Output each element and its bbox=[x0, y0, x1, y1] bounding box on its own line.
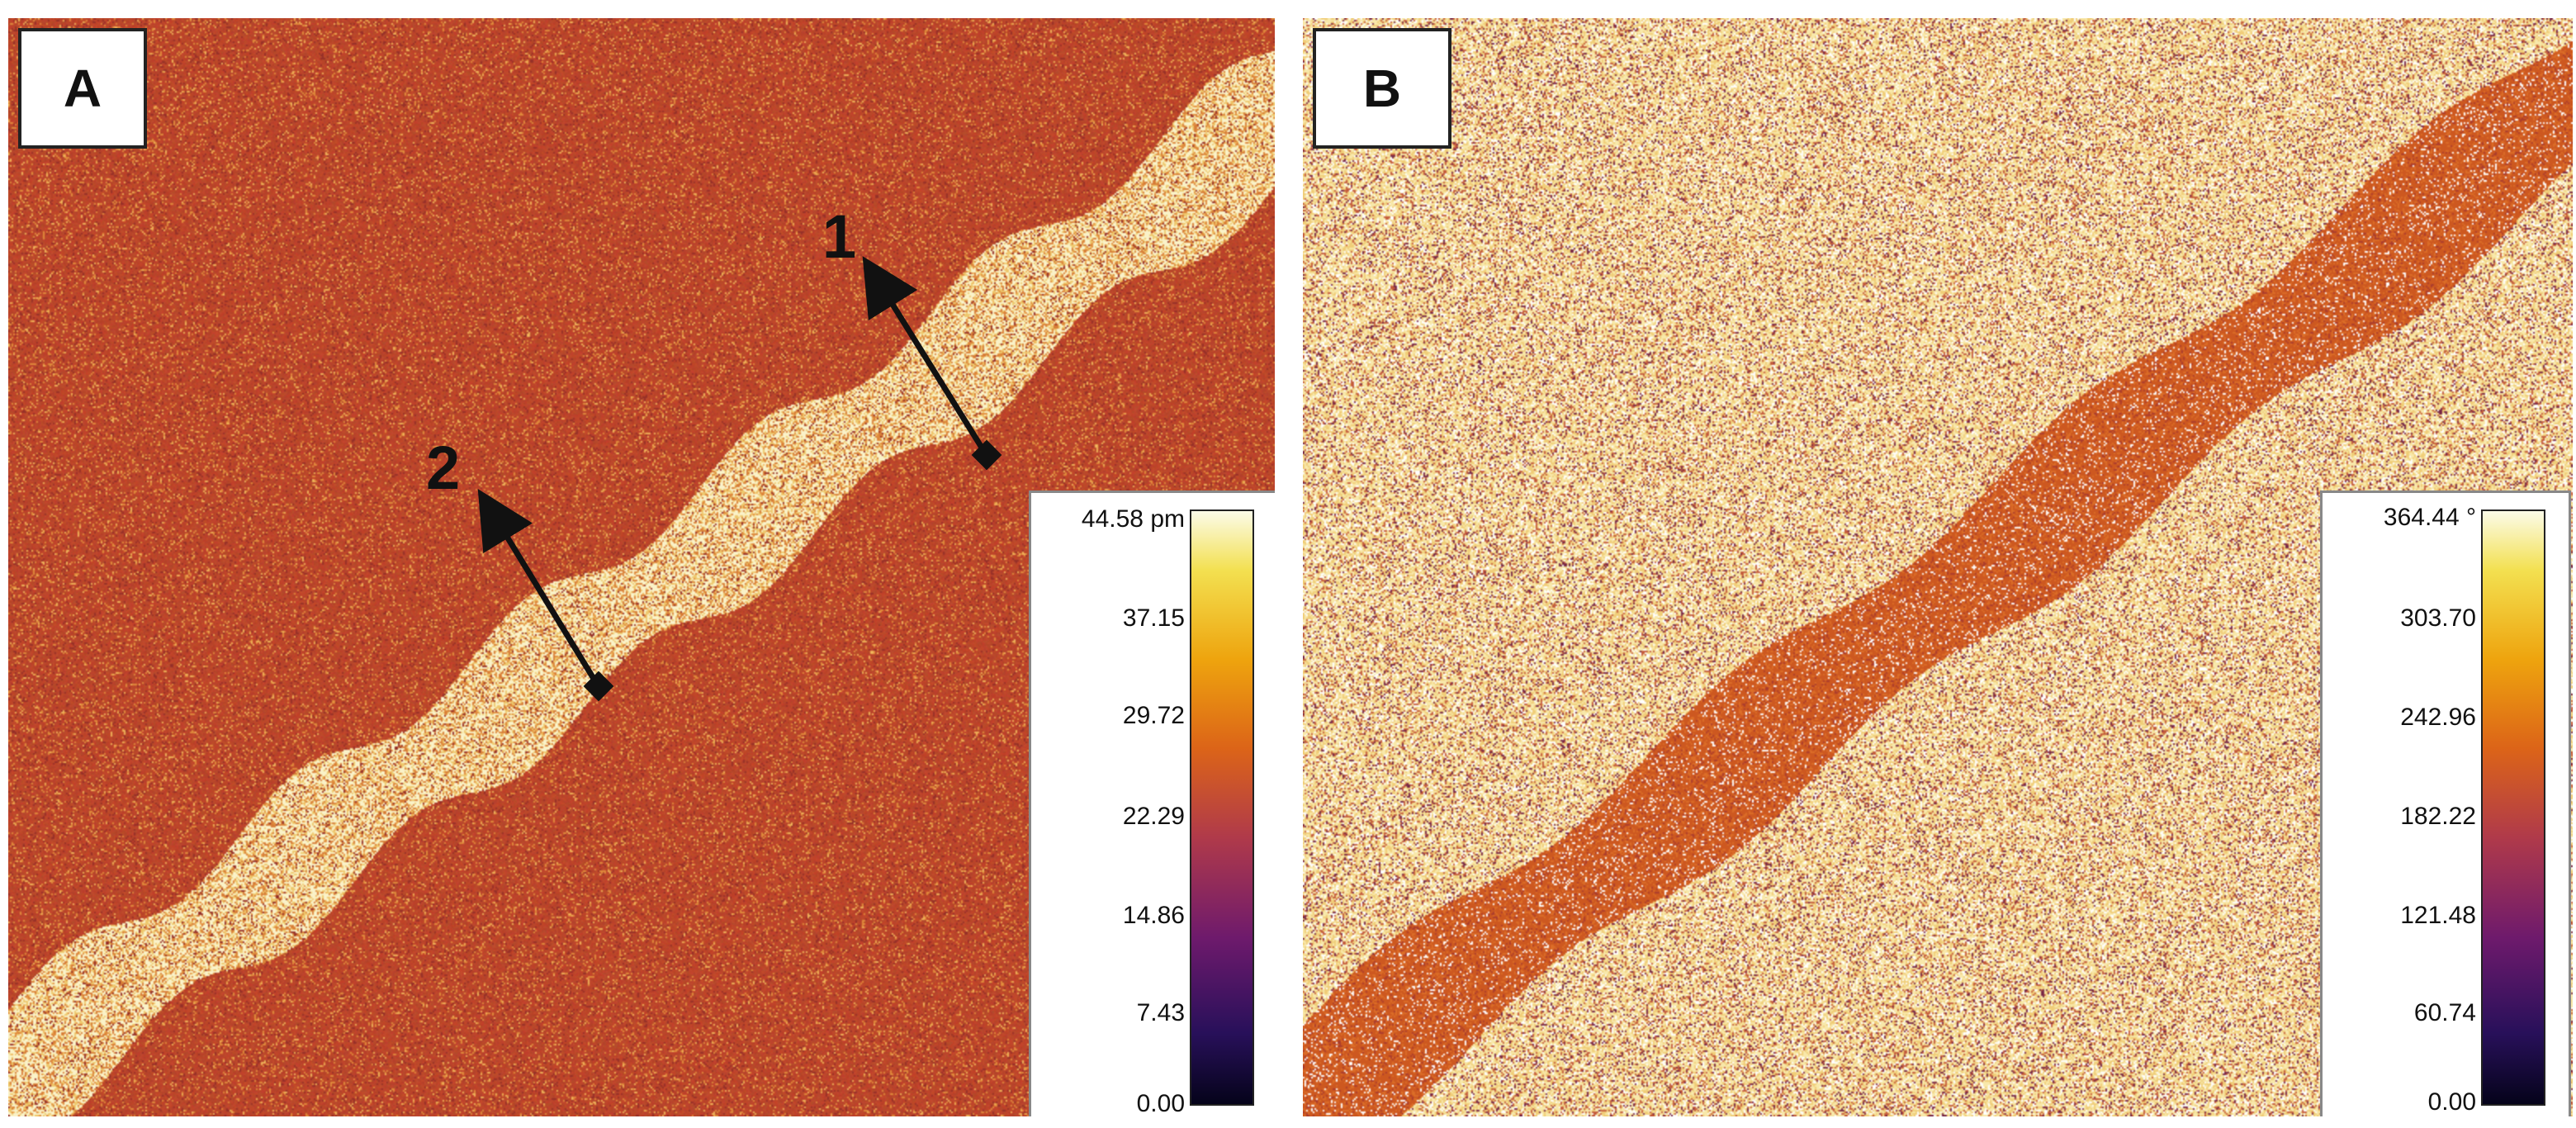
colorbar-max-label: 364.44 ° bbox=[2383, 504, 2476, 531]
colorbar-tick: 7.43 bbox=[1136, 999, 1185, 1026]
marker-1-label: 1 bbox=[822, 202, 856, 271]
marker-overlay: 1 2 bbox=[426, 202, 1002, 702]
colorbar-gradient bbox=[2481, 509, 2545, 1106]
marker-1-arrow bbox=[862, 256, 988, 456]
height-colorbar: 44.58 pm 37.15 29.72 22.29 14.86 7.43 0.… bbox=[1029, 491, 1275, 1116]
colorbar-tick: 182.22 bbox=[2400, 803, 2476, 830]
colorbar-tick: 0.00 bbox=[2427, 1088, 2476, 1116]
colorbar-tick: 37.15 bbox=[1122, 604, 1185, 632]
colorbar-gradient bbox=[1190, 509, 1254, 1106]
colorbar-tick: 121.48 bbox=[2400, 902, 2476, 929]
colorbar-tick: 0.00 bbox=[1136, 1090, 1185, 1116]
marker-2-label: 2 bbox=[426, 434, 460, 502]
colorbar-max-label: 44.58 pm bbox=[1081, 505, 1185, 533]
phase-colorbar: 364.44 ° 303.70 242.96 182.22 121.48 60.… bbox=[2320, 491, 2571, 1116]
afm-phase-image-panel: B 364.44 ° 303.70 242.96 182.22 121.48 6… bbox=[1303, 18, 2573, 1116]
panel-b-label: B bbox=[1313, 28, 1451, 149]
colorbar-tick: 60.74 bbox=[2413, 999, 2476, 1026]
marker-2-point bbox=[583, 671, 614, 702]
panel-a-label: A bbox=[18, 28, 147, 149]
colorbar-tick: 29.72 bbox=[1122, 702, 1185, 729]
afm-height-image-panel: 1 2 A 44.58 pm 37.15 29.72 22.29 14.86 7… bbox=[8, 18, 1275, 1116]
colorbar-tick: 14.86 bbox=[1122, 902, 1185, 929]
colorbar-tick: 22.29 bbox=[1122, 803, 1185, 830]
colorbar-tick: 242.96 bbox=[2400, 704, 2476, 731]
colorbar-tick: 303.70 bbox=[2400, 604, 2476, 632]
marker-1-point bbox=[971, 439, 1002, 471]
marker-2-arrow bbox=[477, 489, 600, 687]
